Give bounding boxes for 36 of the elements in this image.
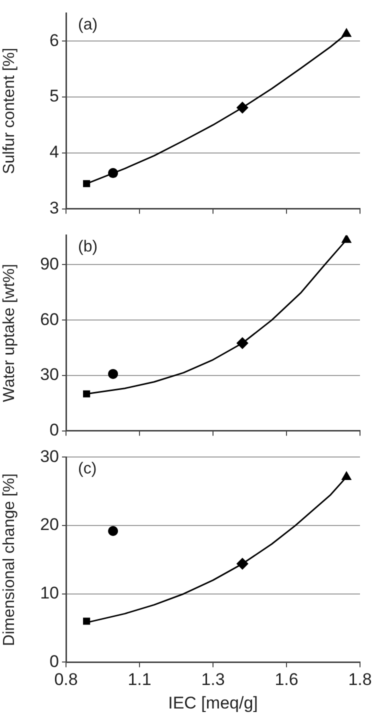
point: [236, 337, 248, 350]
y-tick-label: 30: [40, 365, 59, 384]
y-tick-label: 20: [40, 515, 59, 534]
y-axis-title: Dimensional change [%]: [1, 473, 18, 646]
y-tick-label: 90: [40, 254, 59, 274]
y-tick-label: 3: [50, 198, 59, 218]
point: [108, 368, 118, 379]
point: [83, 390, 90, 398]
y-tick-label: 4: [50, 142, 59, 162]
point: [236, 102, 248, 114]
y-tick-label: 0: [50, 652, 59, 671]
y-tick-label: 30: [40, 446, 59, 466]
x-axis-title: IEC [meq/g]: [168, 693, 258, 712]
y-tick-label: 0: [50, 420, 59, 440]
point: [83, 618, 90, 625]
x-tick-label: 1.8: [348, 670, 372, 690]
x-tick-label: 1.1: [128, 670, 152, 690]
point: [341, 28, 352, 37]
annotation: (c): [78, 460, 97, 478]
y-tick-label: 5: [50, 86, 59, 106]
point: [108, 526, 118, 536]
annotation: (b): [78, 238, 98, 256]
x-tick-label: 1.3: [201, 670, 225, 690]
x-tick-label: 0.8: [54, 670, 78, 690]
y-tick-label: 6: [50, 30, 59, 50]
y-axis-title: Sulfur content [%]: [1, 48, 18, 174]
point: [83, 180, 90, 188]
x-tick-label: 1.6: [274, 670, 298, 690]
y-axis-title: Water uptake [wt%]: [1, 264, 18, 402]
point: [341, 235, 352, 243]
point: [236, 558, 248, 570]
y-tick-label: 60: [40, 310, 59, 329]
annotation: (a): [78, 16, 98, 34]
y-tick-label: 10: [40, 584, 59, 603]
point: [108, 168, 118, 178]
point: [341, 471, 352, 480]
